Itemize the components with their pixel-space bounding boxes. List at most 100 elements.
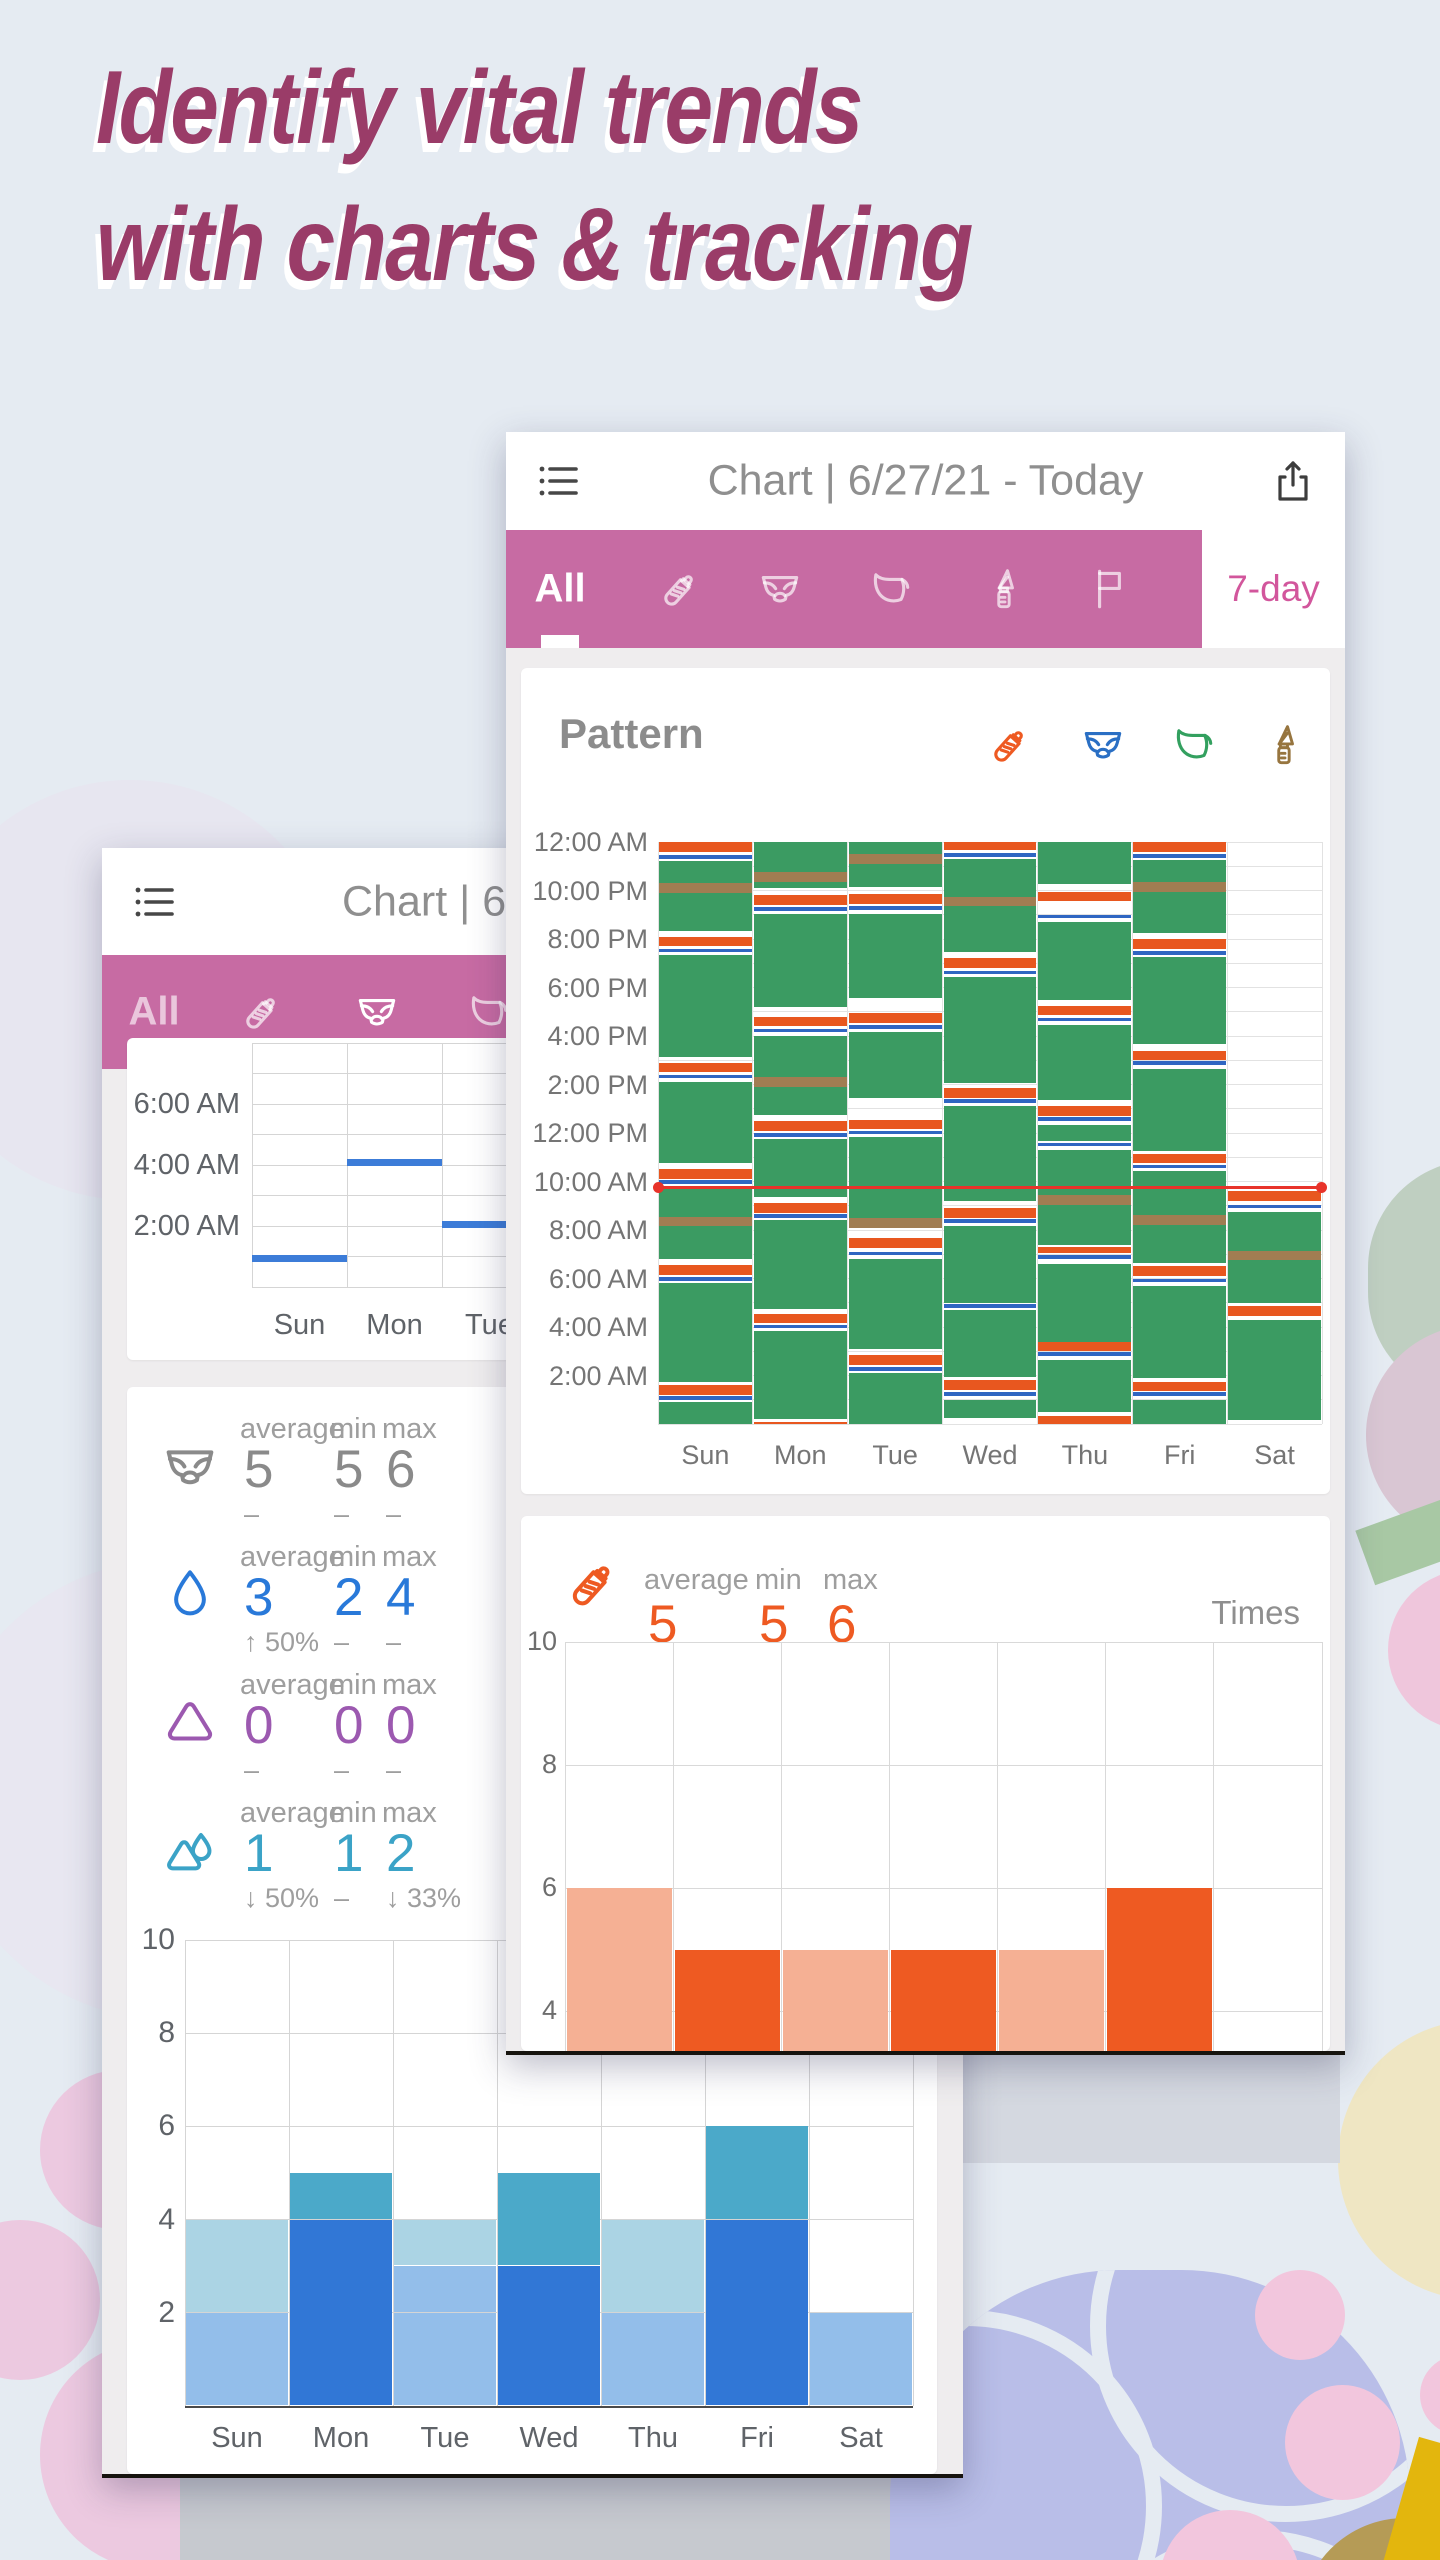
- bottle-bar: [782, 1949, 888, 2051]
- min-delta: –: [334, 1883, 350, 1913]
- tab-all[interactable]: All: [128, 989, 180, 1034]
- bowl-icon[interactable]: [865, 564, 915, 614]
- bar-gridline: [780, 1642, 782, 2051]
- pattern-segment-n: [1133, 1215, 1227, 1226]
- pump-icon[interactable]: [975, 564, 1025, 614]
- axis-time-label: 8:00 AM: [548, 1215, 648, 1245]
- pattern-gridline: [1321, 842, 1323, 1424]
- bar-gridline: [564, 1642, 566, 2051]
- bowl-icon[interactable]: [463, 987, 513, 1037]
- pattern-segment-o: [659, 1169, 752, 1180]
- bowl-icon[interactable]: [1168, 720, 1218, 770]
- pattern-segment-o: [1038, 1246, 1132, 1254]
- bar-gridline: [1321, 1642, 1323, 2051]
- average-label: average: [644, 1564, 749, 1596]
- average-delta: –: [244, 1755, 260, 1785]
- bottle-bar: [890, 1949, 997, 2051]
- bottle-icon[interactable]: [237, 987, 287, 1037]
- pattern-segment-g: [1038, 1204, 1132, 1245]
- decor-dot: [1255, 2270, 1345, 2360]
- pattern-segment-b: [659, 855, 752, 859]
- axis-time-label: 12:00 PM: [532, 1118, 648, 1148]
- flag-icon[interactable]: [1085, 564, 1135, 614]
- pattern-segment-o: [1228, 1306, 1321, 1317]
- pattern-segment-g: [1228, 1319, 1321, 1421]
- axis-time-label: 8:00 PM: [547, 924, 648, 954]
- stacked-bar-segment: [602, 2219, 704, 2312]
- axis-day-label: Wed: [962, 1440, 1018, 1470]
- average-delta: ↑ 50%: [244, 1627, 320, 1657]
- pattern-segment-o: [943, 1088, 1037, 1098]
- pattern-chart: Sun Mon Tue Wed Thu Fri Sat 12:00 AM 10:00 PM 8:0…: [532, 827, 1327, 1470]
- stacked-bar-segment: [290, 2219, 392, 2405]
- average-label: average: [240, 1797, 345, 1829]
- stacked-bar-segment: [394, 2219, 496, 2266]
- front-tab-bar: All 7-day: [506, 530, 1345, 648]
- stacked-bar-segment: [706, 2219, 808, 2405]
- pattern-segment-b: [1133, 1061, 1227, 1066]
- pattern-segment-g: [753, 1086, 847, 1115]
- front-page-title: Chart | 6/27/21 - Today: [707, 456, 1144, 505]
- share-icon[interactable]: [1269, 457, 1317, 505]
- min-value: 1: [334, 1824, 364, 1883]
- pattern-segment-o: [848, 1354, 942, 1365]
- max-value: 2: [386, 1824, 416, 1883]
- pattern-segment-o: [943, 958, 1037, 969]
- headline-line2: with charts & tracking: [96, 187, 973, 304]
- diaper-icon[interactable]: [1078, 720, 1128, 770]
- pump-icon[interactable]: [1255, 720, 1305, 770]
- axis-value-label: 10: [141, 1923, 175, 1956]
- pattern-segment-g: [753, 842, 847, 873]
- diaper-icon[interactable]: [352, 987, 402, 1037]
- pattern-segment-b: [753, 1324, 847, 1329]
- unit-label: Times: [1211, 1594, 1300, 1631]
- stacked-gridline: [184, 1940, 186, 2406]
- pattern-segment-g: [1133, 1225, 1227, 1263]
- stacked-gridline: [808, 1940, 810, 2406]
- pattern-segment-b: [1038, 1352, 1132, 1357]
- pattern-segment-b: [848, 906, 942, 910]
- pattern-segment-n: [753, 872, 847, 882]
- stacked-bar-segment: [602, 2312, 704, 2405]
- pattern-gridline: [1036, 842, 1038, 1424]
- bar-gridline: [1105, 1642, 1107, 2051]
- bottle-icon[interactable]: [985, 720, 1035, 770]
- axis-value-label: 2: [158, 2295, 175, 2329]
- pattern-segment-g: [848, 913, 942, 999]
- list-menu-icon[interactable]: [534, 457, 582, 505]
- pattern-segment-n: [1228, 1250, 1321, 1261]
- pattern-segment-b: [753, 1133, 847, 1137]
- list-menu-icon[interactable]: [130, 878, 178, 926]
- pattern-segment-n: [659, 1216, 752, 1227]
- pattern-segment-b: [848, 1130, 942, 1135]
- droplet-icon: [158, 1563, 222, 1627]
- pattern-segment-o: [753, 895, 847, 906]
- stacked-bar-segment: [498, 2266, 600, 2405]
- diaper-icon: [158, 1435, 222, 1499]
- pattern-segment-b: [1038, 914, 1132, 919]
- diaper-icon[interactable]: [755, 564, 805, 614]
- tab-all[interactable]: All: [534, 566, 586, 611]
- pattern-segment-o: [659, 1062, 752, 1073]
- pattern-segment-g: [753, 1220, 847, 1309]
- pattern-segment-g: [1133, 1285, 1227, 1378]
- axis-day-label: Mon: [312, 2422, 370, 2454]
- pattern-gridline: [1226, 842, 1228, 1424]
- pattern-segment-g: [1228, 1211, 1321, 1251]
- period-selector[interactable]: 7-day: [1227, 568, 1320, 609]
- now-line-dot: [653, 1182, 664, 1194]
- now-line: [658, 1186, 1322, 1190]
- pattern-segment-g: [848, 1373, 942, 1424]
- bar-gridline: [1213, 1642, 1215, 2051]
- max-label: max: [382, 1669, 437, 1701]
- pattern-segment-o: [753, 1203, 847, 1213]
- average-label: average: [240, 1413, 345, 1445]
- stacked-gridline: [185, 2125, 913, 2127]
- max-label: max: [382, 1413, 437, 1445]
- stacked-gridline: [600, 1940, 602, 2406]
- bottle-bar: [566, 1888, 672, 2051]
- pattern-segment-g: [1038, 1025, 1132, 1101]
- pattern-segment-g: [848, 1032, 942, 1098]
- bottle-icon[interactable]: [655, 564, 705, 614]
- average-value: 0: [244, 1696, 274, 1755]
